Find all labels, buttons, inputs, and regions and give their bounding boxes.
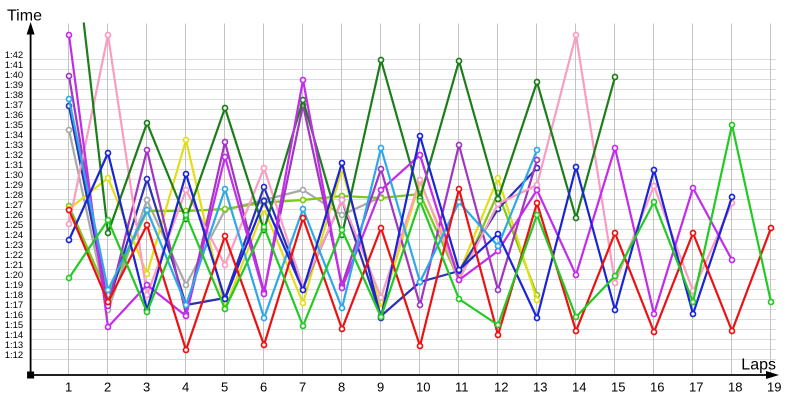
svg-text:1:16: 1:16	[5, 310, 24, 321]
svg-text:7: 7	[299, 380, 306, 395]
svg-text:1: 1	[65, 380, 72, 395]
svg-text:1:40: 1:40	[5, 70, 24, 81]
svg-text:1:28: 1:28	[5, 190, 24, 201]
svg-text:1:30: 1:30	[5, 170, 24, 181]
svg-text:15: 15	[611, 380, 625, 395]
svg-text:1:41: 1:41	[5, 60, 24, 71]
svg-text:2: 2	[104, 380, 111, 395]
svg-text:1:36: 1:36	[5, 110, 24, 121]
svg-text:14: 14	[572, 380, 586, 395]
svg-text:16: 16	[650, 380, 664, 395]
svg-text:1:31: 1:31	[5, 160, 24, 171]
svg-text:1:27: 1:27	[5, 200, 24, 211]
svg-text:18: 18	[728, 380, 742, 395]
svg-text:4: 4	[182, 380, 189, 395]
svg-text:1:29: 1:29	[5, 180, 24, 191]
svg-text:1:15: 1:15	[5, 320, 24, 331]
svg-text:1:32: 1:32	[5, 150, 24, 161]
svg-text:1:26: 1:26	[5, 210, 24, 221]
svg-text:5: 5	[221, 380, 228, 395]
svg-text:1:18: 1:18	[5, 290, 24, 301]
svg-text:1:33: 1:33	[5, 140, 24, 151]
svg-text:1:39: 1:39	[5, 80, 24, 91]
svg-text:1:35: 1:35	[5, 120, 24, 131]
svg-text:Time: Time	[7, 8, 42, 25]
svg-text:10: 10	[416, 380, 430, 395]
svg-text:1:19: 1:19	[5, 280, 24, 291]
svg-text:Laps: Laps	[741, 357, 776, 374]
svg-text:1:24: 1:24	[5, 230, 24, 241]
svg-text:12: 12	[494, 380, 508, 395]
svg-text:6: 6	[260, 380, 267, 395]
svg-text:1:20: 1:20	[5, 270, 24, 281]
svg-text:3: 3	[143, 380, 150, 395]
svg-text:17: 17	[689, 380, 703, 395]
svg-text:11: 11	[455, 380, 469, 395]
svg-text:1:14: 1:14	[5, 330, 24, 341]
svg-text:1:12: 1:12	[5, 350, 24, 361]
svg-text:19: 19	[767, 380, 781, 395]
svg-text:1:23: 1:23	[5, 240, 24, 251]
svg-text:1:34: 1:34	[5, 130, 24, 141]
svg-text:1:37: 1:37	[5, 100, 24, 111]
svg-text:13: 13	[533, 380, 547, 395]
svg-text:1:13: 1:13	[5, 340, 24, 351]
svg-text:9: 9	[377, 380, 384, 395]
svg-text:1:17: 1:17	[5, 300, 24, 311]
svg-text:1:25: 1:25	[5, 220, 24, 231]
svg-text:8: 8	[338, 380, 345, 395]
svg-text:1:21: 1:21	[5, 260, 24, 271]
svg-text:1:22: 1:22	[5, 250, 24, 261]
svg-text:1:38: 1:38	[5, 90, 24, 101]
svg-text:1:42: 1:42	[5, 50, 24, 61]
